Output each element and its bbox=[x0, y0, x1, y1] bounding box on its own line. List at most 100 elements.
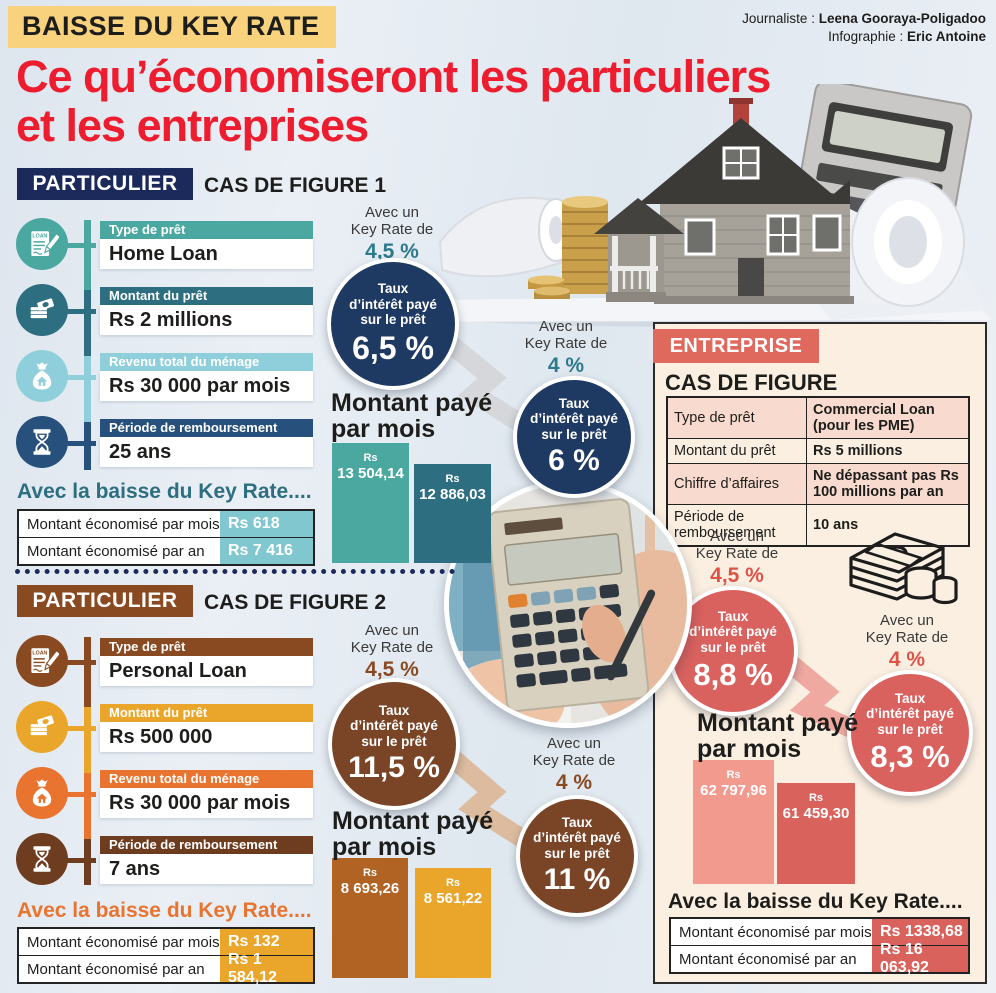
case1-badge: PARTICULIER bbox=[17, 168, 193, 200]
case1-saved-month: Rs 618 bbox=[220, 511, 313, 537]
money-stack-icon bbox=[16, 284, 68, 336]
credit-infographic: Infographie : Eric Antoine bbox=[828, 29, 986, 44]
credits: Journaliste : Leena Gooraya-Poligadoo In… bbox=[742, 10, 986, 46]
table-row: Chiffre d’affaires Ne dépassant pas Rs 1… bbox=[666, 463, 970, 505]
enterprise-table: Type de prêt Commercial Loan (pour les P… bbox=[666, 396, 970, 547]
table-row: Montant économisé par mois Rs 618 bbox=[19, 511, 313, 537]
enterprise-bar-after: Rs 61 459,30 bbox=[777, 783, 855, 884]
case1-connector-seg4 bbox=[84, 422, 91, 470]
hourglass-icon bbox=[16, 416, 68, 468]
connector bbox=[60, 441, 96, 446]
table-row: Type de prêt Commercial Loan (pour les P… bbox=[666, 396, 970, 439]
connector bbox=[60, 792, 96, 797]
case2-keyrate-after: Avec un Key Rate de 4 % bbox=[518, 735, 630, 795]
case1-row2-value: Rs 2 millions bbox=[100, 305, 313, 335]
case2-bars-title: Montant payé par mois bbox=[332, 807, 494, 861]
top-banner: BAISSE DU KEY RATE bbox=[8, 6, 336, 48]
connector bbox=[60, 309, 96, 314]
case2-rate-after: 4 % bbox=[555, 771, 593, 794]
money-bag-icon bbox=[16, 767, 68, 819]
case2-savings-title: Avec la baisse du Key Rate.... bbox=[17, 899, 312, 922]
table-row: Période de remboursement 10 ans bbox=[666, 504, 970, 547]
case2-row1-label: Type de prêt bbox=[100, 638, 313, 656]
credit-journalist: Journaliste : Leena Gooraya-Poligadoo bbox=[742, 11, 986, 26]
connector bbox=[60, 375, 96, 380]
enterprise-saved-year: Rs 16 063,92 bbox=[872, 941, 968, 976]
table-row: Montant économisé par mois Rs 132 bbox=[19, 929, 313, 955]
page-title: Ce qu’économiseront les particuliers et … bbox=[16, 51, 771, 151]
enterprise-badge: ENTREPRISE bbox=[653, 329, 819, 363]
table-row: Montant économisé par mois Rs 1338,68 bbox=[671, 919, 968, 945]
case2-row3-label: Revenu total du ménage bbox=[100, 770, 313, 788]
case1-bars-title: Montant payé par mois bbox=[331, 389, 493, 443]
case1-row3-value: Rs 30 000 par mois bbox=[100, 371, 313, 401]
case1-connector-seg2 bbox=[84, 290, 91, 356]
case2-row4-label: Période de remboursement bbox=[100, 836, 313, 854]
case1-bar-before: Rs 13 504,14 bbox=[332, 443, 409, 563]
svg-text:LOAN: LOAN bbox=[32, 651, 47, 657]
blueprint-roll-left bbox=[438, 196, 574, 278]
case1-row2-label: Montant du prêt bbox=[100, 287, 313, 305]
case1-rate-before: 4,5 % bbox=[365, 240, 419, 263]
case1-figure-label: CAS DE FIGURE 1 bbox=[204, 174, 387, 197]
table-row: Montant économisé par an Rs 16 063,92 bbox=[671, 941, 968, 976]
table-row: Montant économisé par an Rs 1 584,12 bbox=[19, 951, 313, 986]
enterprise-rate-before: 4,5 % bbox=[710, 564, 764, 587]
connector bbox=[60, 858, 96, 863]
case2-connector-seg1 bbox=[84, 637, 91, 707]
enterprise-savings-table: Montant économisé par mois Rs 1338,68 Mo… bbox=[669, 917, 970, 976]
enterprise-bars-title: Montant payé par mois bbox=[697, 709, 859, 763]
case2-saved-year: Rs 1 584,12 bbox=[220, 951, 313, 986]
case1-connector-seg3 bbox=[84, 356, 91, 422]
case1-row4-value: 25 ans bbox=[100, 437, 313, 467]
case2-row1-value: Personal Loan bbox=[100, 656, 313, 686]
enterprise-panel: ENTREPRISE CAS DE FIGURE Type de prêt Co… bbox=[653, 322, 987, 984]
case2-interest-after-circle: Taux d’intérêt payé sur le prêt 11 % bbox=[516, 795, 638, 917]
table-row: Montant économisé par an Rs 7 416 bbox=[19, 537, 313, 564]
case2-connector-seg2 bbox=[84, 707, 91, 773]
house-money-photo bbox=[408, 84, 992, 327]
case2-connector-seg3 bbox=[84, 773, 91, 839]
case1-row3-label: Revenu total du ménage bbox=[100, 353, 313, 371]
enterprise-bar-before: Rs 62 797,96 bbox=[693, 760, 774, 884]
enterprise-keyrate-before: Avec un Key Rate de 4,5 % bbox=[681, 528, 793, 588]
case2-rate-before: 4,5 % bbox=[365, 658, 419, 681]
enterprise-rate-after: 4 % bbox=[888, 648, 926, 671]
svg-text:LOAN: LOAN bbox=[32, 234, 47, 240]
case2-saved-month: Rs 132 bbox=[220, 929, 313, 955]
enterprise-savings-title: Avec la baisse du Key Rate.... bbox=[668, 890, 963, 913]
loan-document-icon: LOAN bbox=[16, 218, 68, 270]
case1-row4-label: Période de remboursement bbox=[100, 419, 313, 437]
connector bbox=[60, 726, 96, 731]
model-house bbox=[594, 98, 854, 304]
case1-keyrate-after: Avec un Key Rate de 4 % bbox=[510, 318, 622, 378]
case2-interest-before-circle: Taux d’intérêt payé sur le prêt 11,5 % bbox=[328, 678, 460, 810]
case2-row4-value: 7 ans bbox=[100, 854, 313, 884]
case1-interest-after-circle: Taux d’intérêt payé sur le prêt 6 % bbox=[513, 376, 635, 498]
loan-document-icon: LOAN bbox=[16, 635, 68, 687]
case2-badge: PARTICULIER bbox=[17, 585, 193, 617]
enterprise-saved-month: Rs 1338,68 bbox=[872, 919, 968, 945]
case2-figure-label: CAS DE FIGURE 2 bbox=[204, 591, 387, 614]
case1-savings-table: Montant économisé par mois Rs 618 Montan… bbox=[17, 509, 315, 566]
case2-keyrate-before: Avec un Key Rate de 4,5 % bbox=[336, 622, 448, 682]
case2-savings-table: Montant économisé par mois Rs 132 Montan… bbox=[17, 927, 315, 986]
case2-row2-value: Rs 500 000 bbox=[100, 722, 313, 752]
hourglass-icon bbox=[16, 833, 68, 885]
section-divider bbox=[15, 569, 455, 574]
connector bbox=[60, 243, 96, 248]
case2-row2-label: Montant du prêt bbox=[100, 704, 313, 722]
money-stack-icon bbox=[16, 701, 68, 753]
case1-row1-value: Home Loan bbox=[100, 239, 313, 269]
enterprise-interest-after-circle: Taux d’intérêt payé sur le prêt 8,3 % bbox=[847, 670, 973, 796]
case1-savings-title: Avec la baisse du Key Rate.... bbox=[17, 480, 312, 503]
case1-rate-after: 4 % bbox=[547, 354, 585, 377]
case1-keyrate-before: Avec un Key Rate de 4,5 % bbox=[336, 204, 448, 264]
case1-bar-after: Rs 12 886,03 bbox=[414, 464, 491, 563]
enterprise-figure-label: CAS DE FIGURE bbox=[665, 370, 838, 395]
case2-row3-value: Rs 30 000 par mois bbox=[100, 788, 313, 818]
case1-connector-seg1 bbox=[84, 220, 91, 290]
table-row: Montant du prêt Rs 5 millions bbox=[666, 438, 970, 464]
case1-saved-year: Rs 7 416 bbox=[220, 538, 313, 564]
